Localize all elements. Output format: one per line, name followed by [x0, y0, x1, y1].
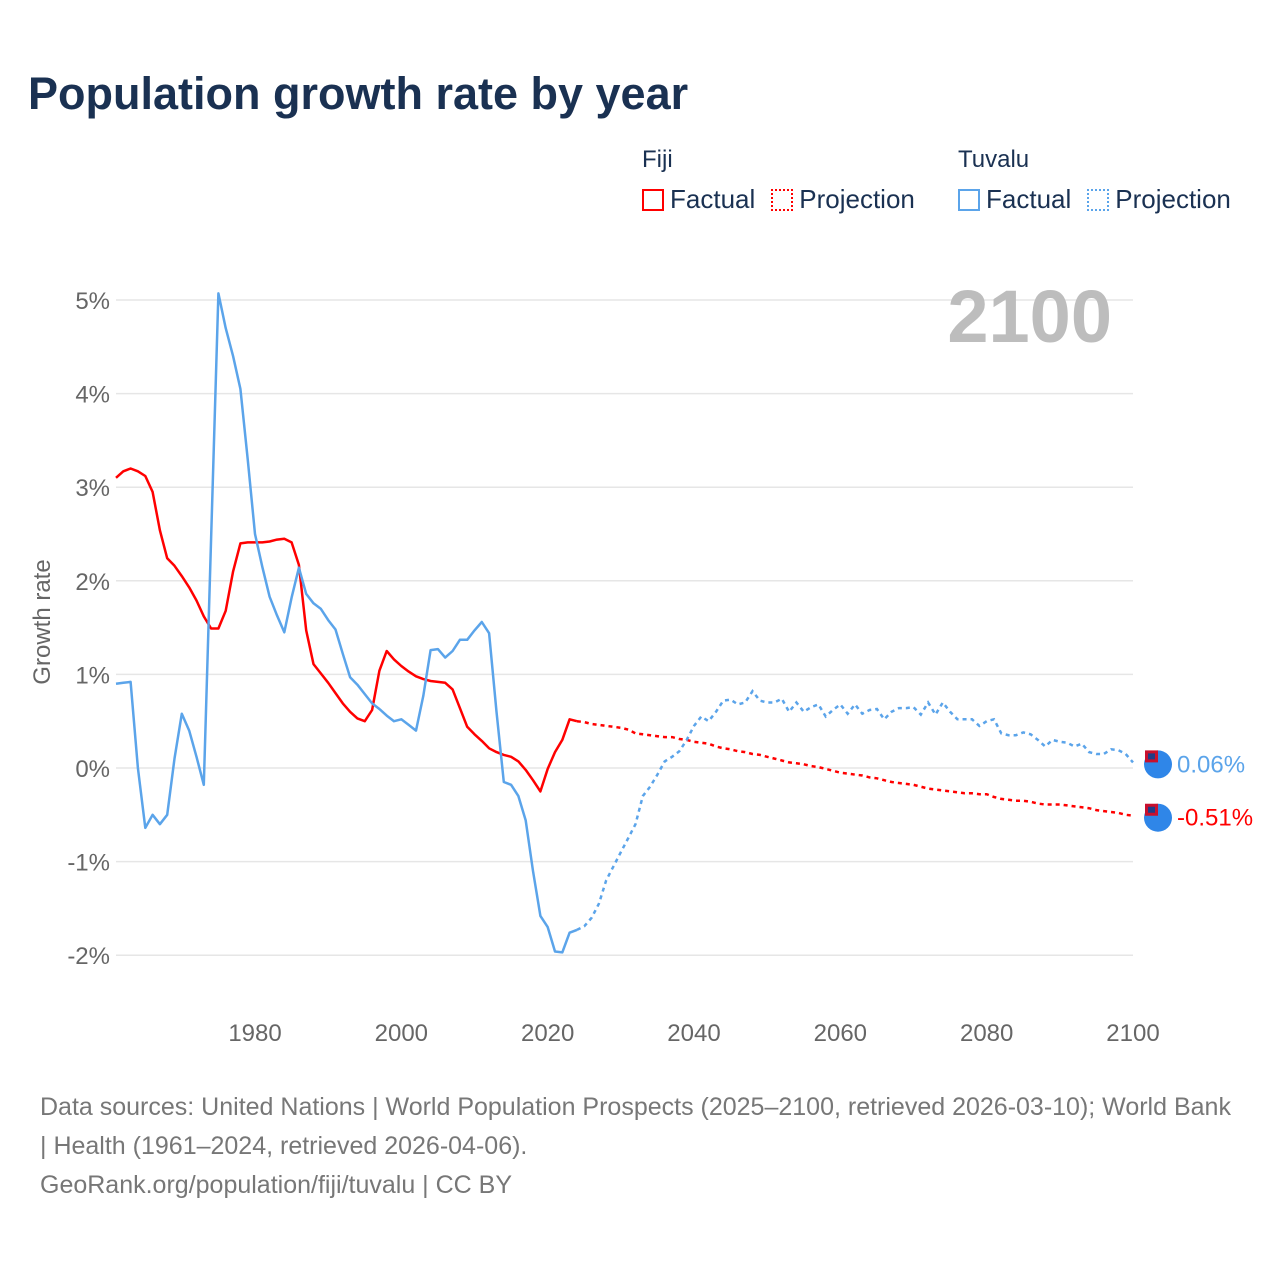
y-tick-label: -2% [67, 943, 110, 970]
x-tick-label: 2100 [1106, 1020, 1159, 1047]
legend-label: Factual [670, 184, 756, 214]
legend-label: Projection [799, 184, 915, 214]
footer: Data sources: United Nations | World Pop… [40, 1088, 1240, 1205]
legend-group-fiji: Fiji Factual Projection [642, 146, 915, 215]
legend-swatch-dotted [1087, 188, 1110, 211]
legend-swatch-solid [958, 188, 980, 211]
x-tick-label: 2000 [375, 1020, 428, 1047]
tuvalu-end-label: 0.06% [1177, 751, 1245, 778]
y-axis-label: Growth rate [29, 559, 56, 684]
x-tick-label: 2080 [960, 1020, 1013, 1047]
legend-swatch-solid [642, 188, 664, 211]
credit-link[interactable]: GeoRank.org/population/fiji/tuvalu | CC … [40, 1171, 513, 1199]
legend-group-name: Fiji [642, 146, 673, 173]
legend-fiji-factual[interactable]: Factual [642, 184, 755, 215]
legend-label: Projection [1115, 184, 1231, 214]
y-tick-label: 1% [75, 662, 110, 689]
x-tick-label: 2020 [521, 1020, 574, 1047]
year-label: 2100 [947, 275, 1112, 358]
tuvalu-factual-line [115, 292, 578, 954]
fiji-projection-line [576, 719, 1134, 817]
legend-fiji-projection[interactable]: Projection [771, 184, 915, 215]
legend-group-tuvalu: Tuvalu Factual Projection [958, 146, 1231, 215]
tuvalu-projection-line [576, 689, 1134, 932]
y-tick-label: 2% [75, 569, 110, 596]
y-tick-label: 0% [75, 756, 110, 783]
legend-group-name: Tuvalu [958, 146, 1030, 173]
chart-plot: -2% -1% 0% 1% 2% 3% 4% 5% 1980 2000 2020 2040 2060 20… [29, 275, 1253, 1047]
y-tick-label: 3% [75, 475, 110, 502]
union-jack-icon [1148, 753, 1155, 760]
y-tick-label: 5% [75, 288, 110, 315]
union-jack-icon [1148, 806, 1155, 813]
legend-swatch-dotted [771, 188, 794, 211]
legend-tuvalu-projection[interactable]: Projection [1087, 184, 1231, 215]
y-tick-label: -1% [67, 850, 110, 877]
x-tick-label: 2040 [667, 1020, 720, 1047]
legend-tuvalu-factual[interactable]: Factual [958, 184, 1071, 215]
data-sources: Data sources: United Nations | World Pop… [40, 1093, 1231, 1160]
fiji-factual-line [115, 467, 578, 793]
y-tick-label: 4% [75, 382, 110, 409]
fiji-end-label: -0.51% [1177, 805, 1253, 832]
legend-label: Factual [986, 184, 1072, 214]
x-tick-label: 2060 [814, 1020, 867, 1047]
x-tick-label: 1980 [228, 1020, 281, 1047]
chart-title: Population growth rate by year [28, 68, 689, 119]
